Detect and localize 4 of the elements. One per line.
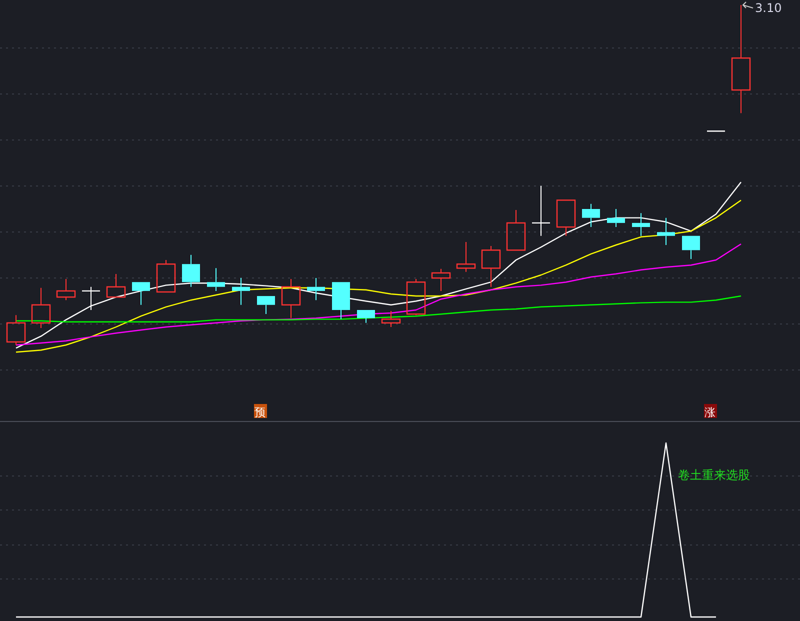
text: 3.10 <box>755 1 782 15</box>
text: 预 <box>254 406 266 419</box>
annotation: 卷土重来选股 <box>678 468 750 482</box>
text: 涨 <box>704 406 716 419</box>
